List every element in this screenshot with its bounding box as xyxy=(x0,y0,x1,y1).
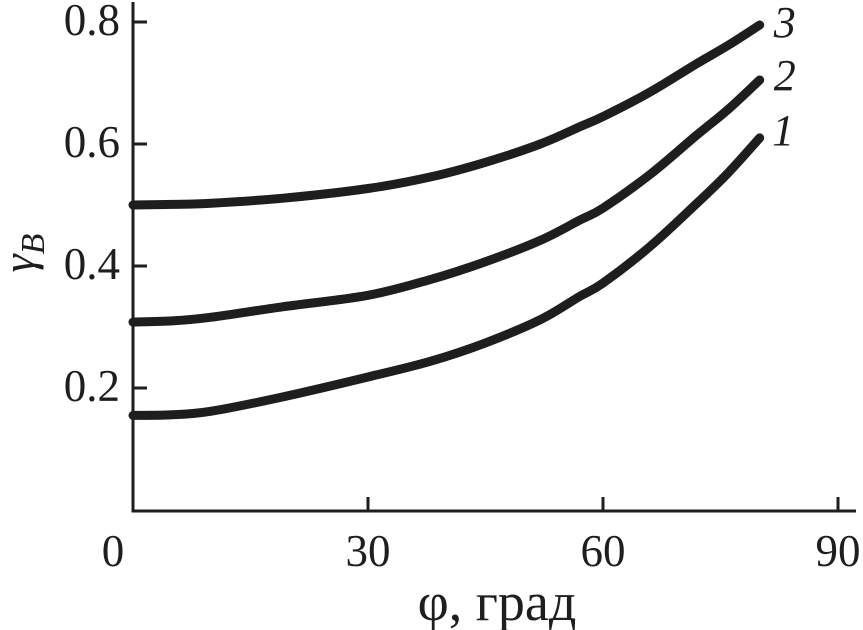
tick-marks xyxy=(133,20,840,511)
axes xyxy=(131,2,856,513)
curve-label-2: 2 xyxy=(774,51,796,100)
x-tick-label: 30 xyxy=(346,526,391,576)
curve-3 xyxy=(128,20,765,210)
x-tick-label: 60 xyxy=(581,526,626,576)
x-tick-label: 90 xyxy=(816,526,861,576)
curve-label-3: 3 xyxy=(773,0,796,47)
curve-number-labels: 1 23 xyxy=(772,0,796,155)
y-tick-label: 0.6 xyxy=(64,117,120,167)
y-axis-title: γB xyxy=(0,233,52,272)
tick-labels: 0.2 0.4 0.6 0.8 0 30 60 90 xyxy=(64,0,861,576)
data-curves xyxy=(128,20,765,420)
axis-spines xyxy=(131,2,856,513)
y-axis-symbol: γ xyxy=(0,252,44,272)
y-tick-label: 0.4 xyxy=(64,239,120,289)
curve-label-1: 1 xyxy=(772,106,794,155)
curve-1 xyxy=(128,133,765,420)
y-tick-label: 0.2 xyxy=(64,361,120,411)
y-tick-label: 0.8 xyxy=(64,0,120,45)
x-axis-title: φ, град xyxy=(418,572,577,630)
curve-2 xyxy=(128,75,765,327)
y-axis-subscript: B xyxy=(15,233,52,254)
tick-mark-set xyxy=(133,20,840,511)
x-tick-label: 0 xyxy=(102,526,125,576)
